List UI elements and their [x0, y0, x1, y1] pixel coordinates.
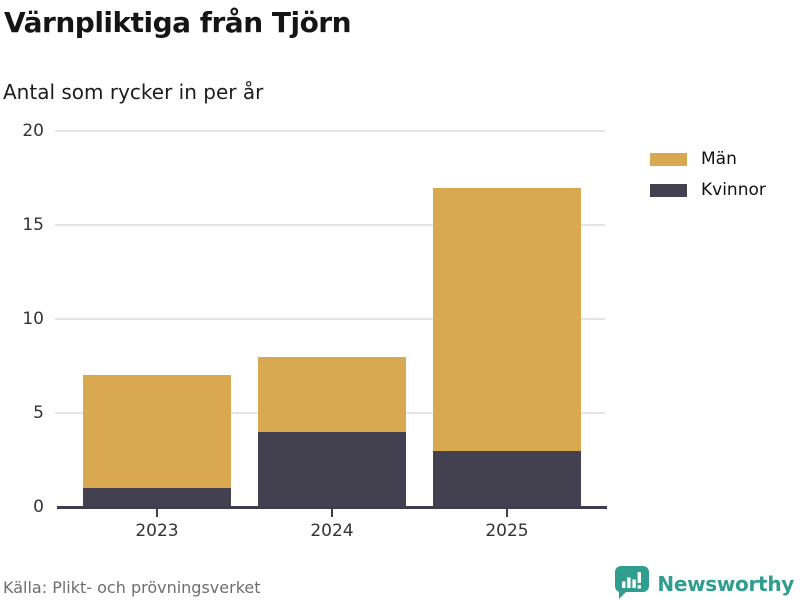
gridline-10 [55, 318, 605, 320]
bar-kvinnor-2023 [83, 488, 231, 507]
y-axis-tick-label-0: 0 [33, 497, 44, 517]
x-axis-line [57, 506, 607, 509]
bar-man-2024 [258, 357, 406, 432]
bar-man-2023 [83, 375, 231, 488]
legend-item-men: Män [650, 149, 766, 169]
chart-title: Värnpliktiga från Tjörn [4, 6, 352, 39]
legend: Män Kvinnor [650, 149, 766, 211]
legend-item-women: Kvinnor [650, 180, 766, 200]
source-caption: Källa: Plikt- och prövningsverket [3, 578, 261, 597]
legend-swatch-men [650, 152, 687, 166]
legend-label-women: Kvinnor [701, 180, 766, 200]
brand-logo: Newsworthy [613, 565, 794, 600]
x-axis-label-2025: 2025 [485, 521, 529, 541]
newsworthy-bubble-icon [615, 566, 650, 599]
bar-kvinnor-2025 [433, 451, 581, 507]
x-axis-label-2023: 2023 [135, 521, 179, 541]
bar-man-2025 [433, 188, 581, 451]
plot-area [55, 130, 605, 507]
y-axis-tick-label-5: 5 [33, 403, 44, 423]
brand-name: Newsworthy [657, 571, 794, 596]
legend-label-men: Män [701, 149, 737, 169]
y-axis-tick-label-15: 15 [22, 215, 44, 235]
legend-swatch-women [650, 183, 687, 197]
x-axis-tick-2025 [506, 509, 508, 517]
x-axis-tick-2024 [331, 509, 333, 517]
y-axis-tick-label-20: 20 [22, 121, 44, 141]
x-axis-tick-2023 [156, 509, 158, 517]
gridline-20 [55, 130, 605, 132]
y-axis-tick-label-10: 10 [22, 309, 44, 329]
chart-subtitle: Antal som rycker in per år [3, 80, 264, 104]
bar-kvinnor-2024 [258, 432, 406, 507]
gridline-15 [55, 224, 605, 226]
x-axis-label-2024: 2024 [310, 521, 354, 541]
